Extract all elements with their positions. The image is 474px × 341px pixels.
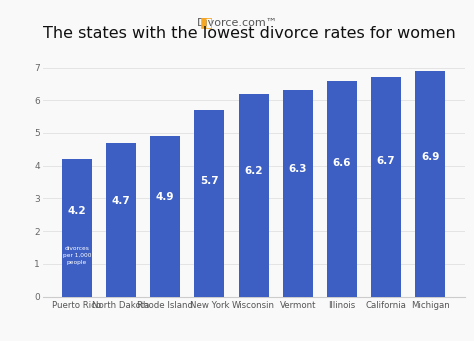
Text: divorces
per 1,000
people: divorces per 1,000 people — [63, 246, 91, 265]
Text: 6.9: 6.9 — [421, 152, 439, 162]
Text: 4.2: 4.2 — [68, 206, 86, 217]
Bar — [327, 80, 357, 297]
Bar — [283, 90, 313, 297]
Bar — [194, 110, 224, 297]
Text: 6.7: 6.7 — [377, 156, 395, 166]
Bar — [106, 143, 136, 297]
Bar — [150, 136, 180, 297]
Text: 4.7: 4.7 — [112, 196, 130, 206]
Text: The states with the lowest divorce rates for women: The states with the lowest divorce rates… — [43, 26, 456, 41]
Text: 6.2: 6.2 — [244, 166, 263, 176]
Text: 5.7: 5.7 — [200, 176, 219, 186]
Bar — [371, 77, 401, 297]
Text: 6.6: 6.6 — [333, 158, 351, 168]
Text: 6.3: 6.3 — [289, 164, 307, 174]
Bar — [415, 71, 446, 297]
Bar — [238, 94, 269, 297]
Text: ◧: ◧ — [200, 15, 213, 30]
Text: Divorce.com™: Divorce.com™ — [197, 17, 277, 28]
Bar — [62, 159, 92, 297]
Text: 4.9: 4.9 — [156, 192, 174, 202]
